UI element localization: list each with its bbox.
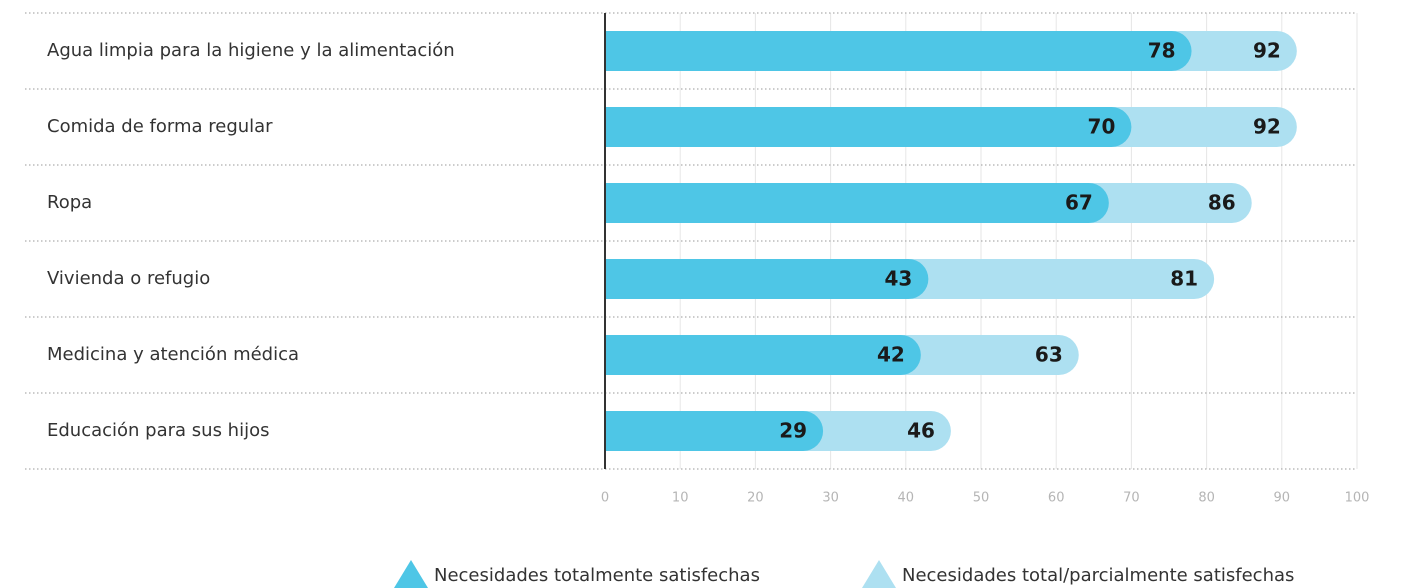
category-label: Educación para sus hijos [47,420,269,441]
x-tick-label: 60 [1048,491,1065,506]
legend-label: Necesidades total/parcialmente satisfech… [902,565,1294,586]
x-tick-label: 40 [898,491,915,506]
value-label: 46 [907,419,935,443]
bar [605,335,921,375]
value-label: 43 [885,267,913,291]
x-tick-label: 20 [747,491,764,506]
bar [605,31,1192,71]
bar [605,259,929,299]
bar [605,183,1109,223]
category-label: Comida de forma regular [47,116,273,137]
value-label: 67 [1065,191,1093,215]
value-label: 92 [1253,115,1281,139]
value-label: 81 [1170,267,1198,291]
value-label: 63 [1035,343,1063,367]
legend-label: Necesidades totalmente satisfechas [434,565,760,586]
legend-swatch [862,560,896,588]
category-label: Medicina y atención médica [47,344,299,365]
category-label: Agua limpia para la higiene y la aliment… [47,40,455,61]
value-label: 29 [779,419,807,443]
category-label: Ropa [47,192,92,213]
x-tick-label: 0 [601,491,609,506]
value-label: 78 [1148,39,1176,63]
x-tick-label: 100 [1345,491,1370,506]
bar [605,411,824,452]
value-label: 92 [1253,39,1281,63]
legend-swatch [394,560,428,588]
bar [605,107,1132,147]
category-label: Vivienda o refugio [47,268,210,289]
value-label: 42 [877,343,905,367]
x-tick-label: 70 [1123,491,1140,506]
value-label: 86 [1208,191,1236,215]
x-tick-label: 10 [672,491,689,506]
x-tick-label: 30 [822,491,839,506]
x-tick-label: 80 [1198,491,1215,506]
x-tick-label: 90 [1274,491,1291,506]
x-tick-label: 50 [973,491,990,506]
value-label: 70 [1088,115,1116,139]
